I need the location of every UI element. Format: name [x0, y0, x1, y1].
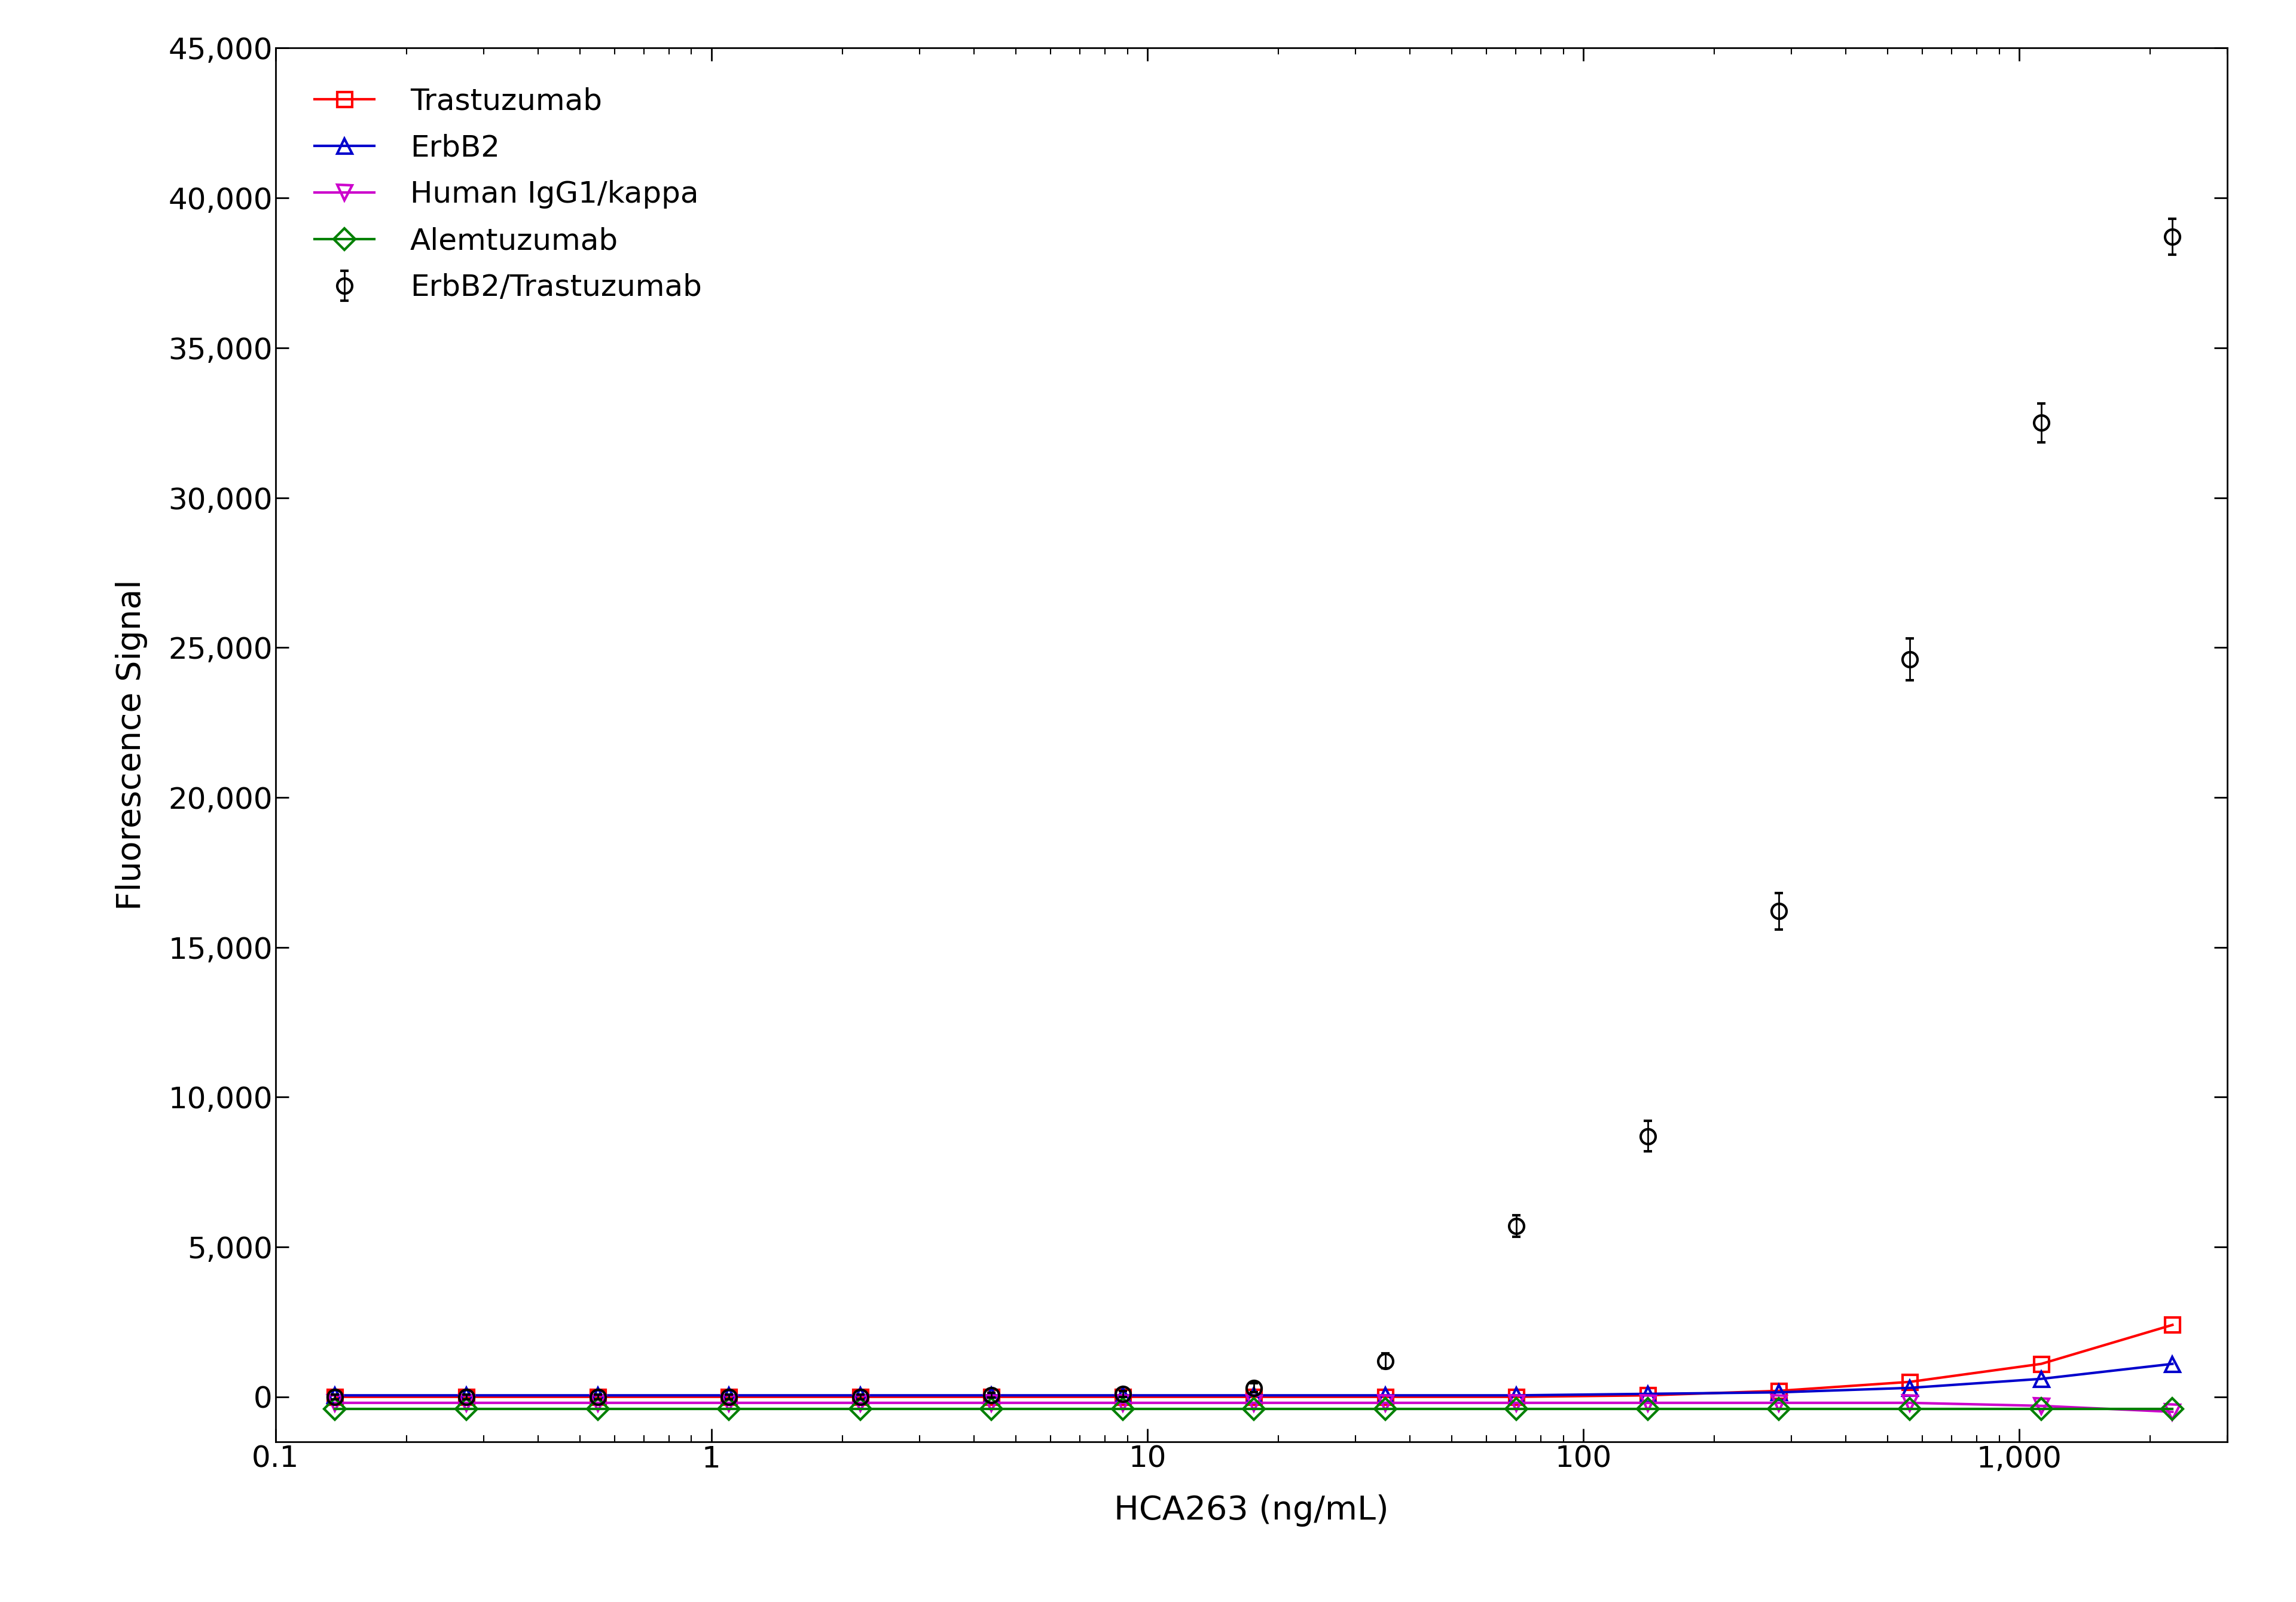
Trastuzumab [1371, 1387, 1398, 1407]
ErbB2 [1240, 1386, 1267, 1405]
Human IgG1/kappa [2027, 1397, 2055, 1416]
Human IgG1/kappa [1109, 1394, 1137, 1413]
Trastuzumab [1109, 1387, 1137, 1407]
Human IgG1/kappa [847, 1394, 875, 1413]
ErbB2 [2158, 1354, 2186, 1373]
Alemtuzumab [2027, 1399, 2055, 1418]
Line: ErbB2: ErbB2 [328, 1357, 2179, 1403]
Human IgG1/kappa [1896, 1394, 1924, 1413]
Trastuzumab [978, 1387, 1006, 1407]
Human IgG1/kappa [1635, 1394, 1662, 1413]
Trastuzumab [1766, 1381, 1793, 1400]
Trastuzumab [1240, 1387, 1267, 1407]
ErbB2 [1635, 1384, 1662, 1403]
Human IgG1/kappa [321, 1394, 349, 1413]
Human IgG1/kappa [1371, 1394, 1398, 1413]
Alemtuzumab [714, 1399, 742, 1418]
ErbB2 [978, 1386, 1006, 1405]
Trastuzumab [847, 1387, 875, 1407]
Line: Trastuzumab: Trastuzumab [328, 1317, 2179, 1405]
Trastuzumab [1502, 1387, 1529, 1407]
ErbB2 [452, 1386, 480, 1405]
Legend: Trastuzumab, ErbB2, Human IgG1/kappa, Alemtuzumab, ErbB2/Trastuzumab: Trastuzumab, ErbB2, Human IgG1/kappa, Al… [292, 62, 726, 327]
ErbB2 [847, 1386, 875, 1405]
Alemtuzumab [978, 1399, 1006, 1418]
Human IgG1/kappa [2158, 1402, 2186, 1421]
Human IgG1/kappa [1502, 1394, 1529, 1413]
Human IgG1/kappa [714, 1394, 742, 1413]
Alemtuzumab [2158, 1399, 2186, 1418]
ErbB2 [1502, 1386, 1529, 1405]
Human IgG1/kappa [1766, 1394, 1793, 1413]
Human IgG1/kappa [452, 1394, 480, 1413]
ErbB2 [1766, 1383, 1793, 1402]
ErbB2 [1896, 1378, 1924, 1397]
ErbB2 [583, 1386, 611, 1405]
Alemtuzumab [1109, 1399, 1137, 1418]
ErbB2 [1109, 1386, 1137, 1405]
Trastuzumab [583, 1387, 611, 1407]
Alemtuzumab [452, 1399, 480, 1418]
Alemtuzumab [1371, 1399, 1398, 1418]
Alemtuzumab [1502, 1399, 1529, 1418]
Alemtuzumab [321, 1399, 349, 1418]
ErbB2 [2027, 1370, 2055, 1389]
X-axis label: HCA263 (ng/mL): HCA263 (ng/mL) [1114, 1495, 1389, 1527]
Trastuzumab [2158, 1315, 2186, 1334]
Line: Alemtuzumab: Alemtuzumab [328, 1402, 2179, 1416]
Trastuzumab [1635, 1386, 1662, 1405]
Y-axis label: Fluorescence Signal: Fluorescence Signal [115, 580, 147, 910]
ErbB2 [321, 1386, 349, 1405]
Trastuzumab [321, 1387, 349, 1407]
Human IgG1/kappa [1240, 1394, 1267, 1413]
Human IgG1/kappa [583, 1394, 611, 1413]
ErbB2 [714, 1386, 742, 1405]
ErbB2 [1371, 1386, 1398, 1405]
Alemtuzumab [1635, 1399, 1662, 1418]
Trastuzumab [1896, 1373, 1924, 1392]
Alemtuzumab [1896, 1399, 1924, 1418]
Trastuzumab [714, 1387, 742, 1407]
Alemtuzumab [847, 1399, 875, 1418]
Alemtuzumab [1766, 1399, 1793, 1418]
Alemtuzumab [583, 1399, 611, 1418]
Trastuzumab [2027, 1354, 2055, 1373]
Alemtuzumab [1240, 1399, 1267, 1418]
Line: Human IgG1/kappa: Human IgG1/kappa [328, 1395, 2179, 1419]
Trastuzumab [452, 1387, 480, 1407]
Human IgG1/kappa [978, 1394, 1006, 1413]
